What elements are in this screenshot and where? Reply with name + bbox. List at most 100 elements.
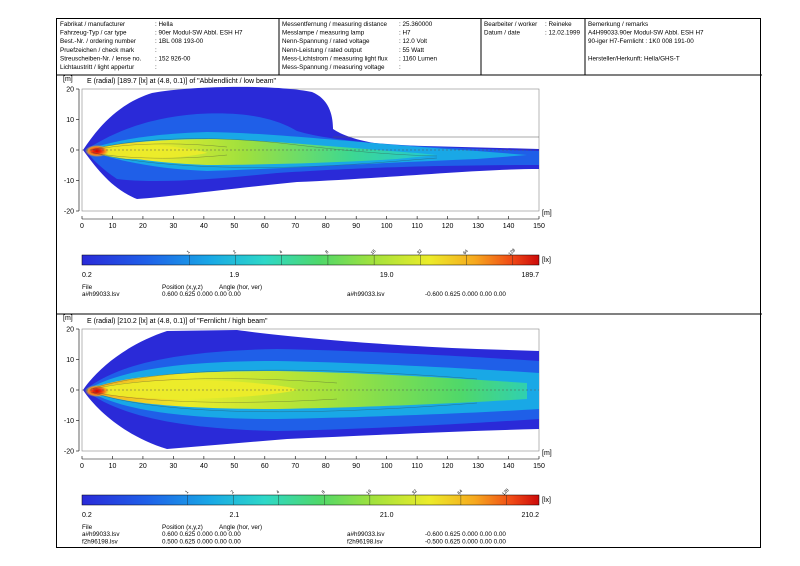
file-position-angle: 0.600 0.625 0.000 0.00 0.00 bbox=[162, 531, 241, 538]
colorbar-value-label: 1.9 bbox=[229, 272, 239, 279]
chart-axes: 0 10 20 30 40 50 60 70 80 90 100 110 120 130 140 150[m]… bbox=[64, 327, 552, 471]
remark-line: A4H99033.90er Modul-SW Abbl. ESH H7 bbox=[588, 30, 704, 37]
contour-level-label: 4 bbox=[278, 249, 284, 255]
header-grid bbox=[57, 19, 762, 315]
x-tick-label: 50 bbox=[230, 223, 238, 230]
header-label: Messlampe / measuring lamp bbox=[282, 30, 365, 37]
header-value: : bbox=[155, 64, 157, 71]
x-tick-label: 10 bbox=[109, 463, 117, 470]
contour-level-label: 64 bbox=[462, 248, 469, 255]
header-label: Streuscheiben-Nr. / lense no. bbox=[60, 55, 141, 62]
colorbar-scale bbox=[81, 494, 540, 506]
file-header: Position (x,y,z) bbox=[162, 284, 203, 291]
contour-level-label: 16 bbox=[365, 488, 372, 495]
x-tick-label: 110 bbox=[412, 223, 423, 230]
colorbar-value-label: 189.7 bbox=[521, 272, 539, 279]
y-tick-label: 0 bbox=[70, 388, 74, 395]
x-tick-label: 70 bbox=[291, 463, 299, 470]
file-name: a#h99033.lsv bbox=[82, 531, 120, 538]
y-tick-label: 20 bbox=[66, 87, 74, 94]
y-tick-label: 10 bbox=[66, 117, 74, 124]
header-info: Fabrikat / manufacturer: Hella Fahrzeug-T… bbox=[60, 21, 704, 71]
colorbar: 1 2 4 8 16 32 64 128 [lx] 0.2 1.9 19.0 189.7 bbox=[81, 247, 551, 279]
contour-level-label: 128 bbox=[501, 487, 510, 496]
header-value: : bbox=[399, 64, 401, 71]
file-header: File bbox=[82, 284, 93, 291]
header-value: : 1160 Lumen bbox=[399, 55, 438, 62]
header-value: : 55 Watt bbox=[399, 47, 424, 54]
contour-level-label: 128 bbox=[507, 247, 516, 256]
contour-level-label: 1 bbox=[186, 249, 192, 255]
colorbar-value-label: 19.0 bbox=[380, 272, 394, 279]
y-unit-label: [m] bbox=[63, 315, 73, 322]
header-value: : H7 bbox=[399, 30, 411, 37]
header-value: : 12.02.1999 bbox=[545, 30, 581, 37]
header-label: Messentfernung / measuring distance bbox=[282, 21, 388, 28]
low-beam-panel: [m] E (radial) [189.7 [lx] at (4.8, 0.1)… bbox=[63, 76, 552, 298]
contour-level-label: 32 bbox=[411, 488, 418, 495]
heatmap-area bbox=[81, 328, 540, 452]
contour-level-label: 4 bbox=[275, 489, 281, 495]
x-tick-label: 150 bbox=[533, 223, 545, 230]
y-tick-label: 20 bbox=[66, 327, 74, 334]
x-tick-label: 150 bbox=[533, 463, 545, 470]
colorbar: 1 2 4 8 16 32 64 128 [lx] 0.2 2.1 21.0 210.2 bbox=[81, 487, 551, 519]
colorbar-value-label: 21.0 bbox=[380, 512, 394, 519]
file-name: a#h99033.lsv bbox=[82, 291, 120, 298]
x-tick-label: 110 bbox=[412, 463, 423, 470]
colorbar-value-label: 2.1 bbox=[229, 512, 239, 519]
x-tick-label: 80 bbox=[322, 223, 330, 230]
x-tick-label: 120 bbox=[442, 463, 454, 470]
y-tick-label: -10 bbox=[64, 418, 74, 425]
y-tick-label: -20 bbox=[64, 449, 74, 456]
contour-level-label: 1 bbox=[184, 489, 190, 495]
colorbar-scale bbox=[81, 254, 540, 266]
y-tick-label: 0 bbox=[70, 148, 74, 155]
x-tick-label: 140 bbox=[503, 463, 515, 470]
x-tick-label: 50 bbox=[230, 463, 238, 470]
x-tick-label: 20 bbox=[139, 223, 147, 230]
colorbar-value-label: 210.2 bbox=[521, 512, 539, 519]
y-unit-label: [m] bbox=[63, 76, 73, 83]
x-tick-label: 30 bbox=[170, 463, 178, 470]
header-label: Fabrikat / manufacturer bbox=[60, 21, 125, 28]
header-label: Mess-Lichtstrom / measuring light flux bbox=[282, 55, 389, 62]
header-value: : 1BL 008 193-00 bbox=[155, 38, 204, 45]
x-tick-label: 80 bbox=[322, 463, 330, 470]
colorbar-value-label: 0.2 bbox=[82, 512, 92, 519]
contour-level-label: 8 bbox=[321, 489, 327, 495]
header-label: Datum / date bbox=[484, 30, 521, 37]
measurement-sheet: Fabrikat / manufacturer: Hella Fahrzeug-T… bbox=[56, 18, 762, 548]
x-tick-label: 120 bbox=[442, 223, 454, 230]
x-unit-label: [m] bbox=[542, 210, 552, 217]
header-value: : Hella bbox=[155, 21, 173, 28]
remark-line: Bemerkung / remarks bbox=[588, 21, 648, 28]
file-header: Angle (hor, ver) bbox=[219, 284, 262, 291]
x-tick-label: 60 bbox=[261, 223, 269, 230]
x-tick-label: 60 bbox=[261, 463, 269, 470]
header-value: : 25.360000 bbox=[399, 21, 433, 28]
y-tick-label: 10 bbox=[66, 357, 74, 364]
contour-level-label: 2 bbox=[232, 249, 238, 255]
header-value: : 90er Modul-SW Abbl. ESH H7 bbox=[155, 30, 243, 37]
x-tick-label: 10 bbox=[109, 223, 117, 230]
file-name: a#h99033.lsv bbox=[347, 531, 385, 538]
header-label: Nenn-Spannung / rated voltage bbox=[282, 38, 370, 45]
x-tick-label: 20 bbox=[139, 463, 147, 470]
y-tick-label: -10 bbox=[64, 178, 74, 185]
file-position-angle: -0.600 0.625 0.000 0.00 0.00 bbox=[425, 531, 506, 538]
x-tick-label: 130 bbox=[472, 223, 484, 230]
header-value: : Reineke bbox=[545, 21, 572, 28]
contour-level-label: 32 bbox=[416, 248, 423, 255]
sheet-canvas: Fabrikat / manufacturer: Hella Fahrzeug-T… bbox=[57, 19, 762, 545]
colorbar-unit: [lx] bbox=[542, 257, 551, 264]
x-tick-label: 140 bbox=[503, 223, 515, 230]
x-tick-label: 0 bbox=[80, 223, 84, 230]
file-name: f2h96198.lsv bbox=[347, 538, 384, 545]
file-position-angle: 0.500 0.625 0.000 0.00 0.00 bbox=[162, 538, 241, 545]
header-label: Nenn-Leistung / rated output bbox=[282, 47, 362, 54]
x-tick-label: 70 bbox=[291, 223, 299, 230]
x-tick-label: 100 bbox=[381, 463, 393, 470]
contour-level-label: 2 bbox=[230, 489, 236, 495]
x-tick-label: 130 bbox=[472, 463, 484, 470]
